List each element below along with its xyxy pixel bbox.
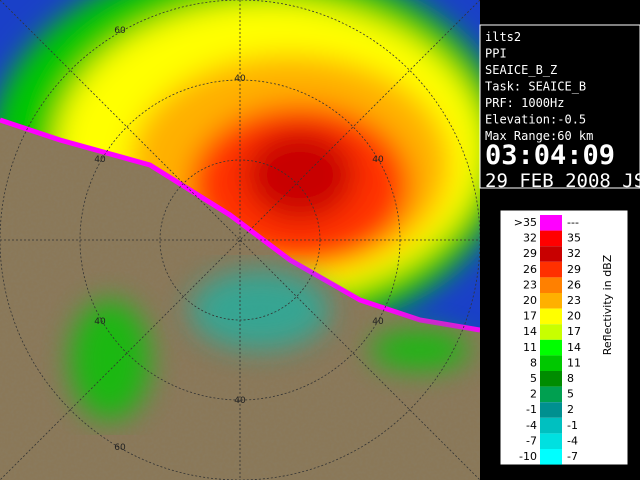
- legend-swatch: [540, 402, 562, 418]
- range-label: 40: [372, 155, 384, 165]
- legend-from: 2: [530, 388, 537, 401]
- legend-swatch: [540, 417, 562, 434]
- range-label: 40: [234, 74, 246, 84]
- legend-to: 26: [567, 278, 581, 291]
- legend-to: 17: [567, 325, 581, 338]
- radar-image: [0, 0, 480, 480]
- legend-swatch: [540, 324, 562, 340]
- info-line: ilts2: [485, 30, 521, 44]
- range-label: 40: [234, 396, 246, 406]
- legend-to: ---: [567, 216, 579, 229]
- legend-to: 29: [567, 263, 581, 276]
- legend-swatch: [540, 308, 562, 325]
- legend-to: -1: [567, 419, 578, 432]
- info-box: [479, 24, 640, 189]
- legend-from: 5: [530, 372, 537, 385]
- legend-to: 11: [567, 356, 581, 369]
- info-line: PPI: [485, 47, 507, 61]
- legend-swatch: [540, 355, 562, 371]
- info-line: SEAICE_B_Z: [485, 63, 557, 77]
- legend-swatch: [540, 261, 562, 278]
- legend-to: 35: [567, 232, 581, 245]
- info-line: Elevation:-0.5: [485, 113, 586, 127]
- legend-swatch: [540, 277, 562, 293]
- legend-swatch: [540, 215, 562, 231]
- range-label: 60: [114, 26, 126, 36]
- legend-from: -1: [526, 403, 537, 416]
- legend-swatch: [540, 386, 562, 403]
- legend-swatch: [540, 433, 562, 449]
- range-label: 40: [94, 155, 106, 165]
- legend-swatch: [540, 449, 562, 465]
- legend-from: >35: [514, 216, 537, 229]
- info-line: Task: SEAICE_B: [485, 80, 586, 94]
- range-label: 40: [372, 317, 384, 327]
- info-line: PRF: 1000Hz: [485, 96, 564, 110]
- legend-to: 2: [567, 403, 574, 416]
- range-label: 60: [114, 443, 126, 453]
- legend-from: 29: [523, 247, 537, 260]
- legend-to: 20: [567, 310, 581, 323]
- legend-swatch: [540, 371, 562, 387]
- legend-from: 11: [523, 341, 537, 354]
- legend-to: 32: [567, 247, 581, 260]
- legend-to: -7: [567, 450, 578, 463]
- legend-swatch: [540, 230, 562, 247]
- range-label: 40: [94, 317, 106, 327]
- legend-from: 14: [523, 325, 537, 338]
- legend-to: 14: [567, 341, 581, 354]
- legend-title: Reflectivity in dBZ: [601, 254, 614, 355]
- legend-to: 5: [567, 388, 574, 401]
- legend-from: -10: [519, 450, 537, 463]
- legend-from: 26: [523, 263, 537, 276]
- legend-from: 32: [523, 232, 537, 245]
- legend-from: 17: [523, 310, 537, 323]
- time: 03:04:09: [485, 140, 615, 171]
- legend-from: 23: [523, 278, 537, 291]
- legend-to: -4: [567, 434, 578, 447]
- legend-from: -7: [526, 434, 537, 447]
- legend-from: 8: [530, 356, 537, 369]
- legend-from: -4: [526, 419, 537, 432]
- legend-to: 8: [567, 372, 574, 385]
- legend-swatch: [540, 293, 562, 309]
- info-line: Max Range:60 km: [485, 129, 593, 143]
- date: 29 FEB 2008 JST: [485, 170, 640, 192]
- legend-swatch: [540, 246, 562, 262]
- legend-swatch: [540, 339, 562, 356]
- legend-box: [499, 209, 629, 466]
- legend-to: 23: [567, 294, 581, 307]
- legend-from: 20: [523, 294, 537, 307]
